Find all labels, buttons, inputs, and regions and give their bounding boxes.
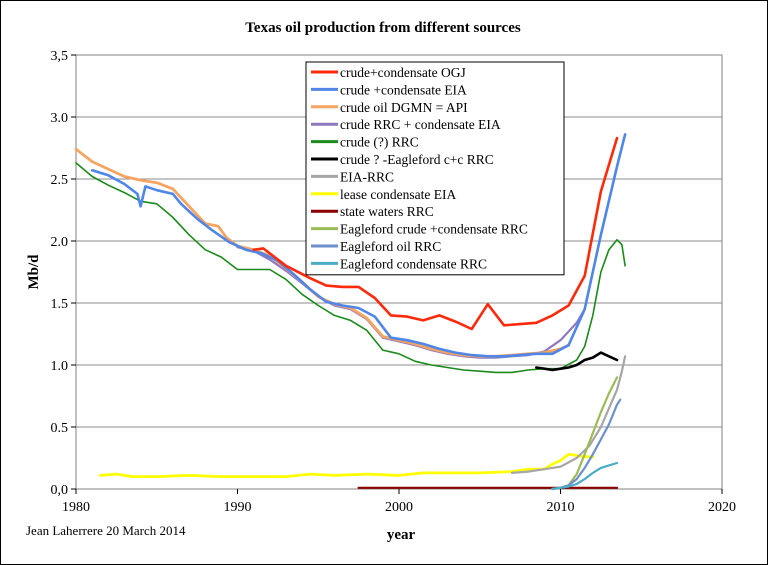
y-tick-label: 3,5: [51, 49, 69, 64]
series-line: [551, 461, 619, 491]
y-tick-label: 2.5: [51, 173, 69, 188]
y-axis-label: Mb/d: [26, 254, 42, 290]
y-tick-label: 2.0: [51, 235, 69, 250]
author-credit: Jean Laherrere 20 March 2014: [26, 523, 186, 538]
legend-label: EIA-RRC: [340, 169, 394, 184]
y-tick-label: 1.0: [51, 359, 69, 374]
legend-box: [305, 61, 565, 276]
series-line: [510, 355, 627, 474]
x-tick-label: 2010: [547, 500, 575, 515]
chart-title: Texas oil production from different sour…: [245, 20, 521, 36]
legend-label: crude +condensate EIA: [340, 82, 467, 97]
legend-label: crude RRC + condensate EIA: [340, 117, 501, 132]
series-line: [551, 398, 622, 491]
series-line: [252, 136, 619, 331]
x-tick-label: 1990: [224, 500, 252, 515]
legend-label: crude ? -Eagleford c+c RRC: [340, 152, 494, 167]
y-axis-ticks: 0,0 0.5 1.0 1.5 2.0 2.5 3.0 3,5: [51, 49, 76, 498]
legend-label: Eagleford oil RRC: [340, 239, 441, 254]
series-lines: [74, 133, 627, 491]
legend-label: crude+condensate OGJ: [340, 65, 466, 80]
x-axis-label: year: [387, 527, 416, 543]
y-tick-label: 3.0: [51, 111, 69, 126]
legend-label: state waters RRC: [340, 204, 434, 219]
y-tick-label: 0.5: [51, 421, 69, 436]
x-axis-ticks: 1980 1990 2000 2010 2020: [62, 489, 736, 515]
x-tick-label: 2020: [708, 500, 736, 515]
legend: crude+condensate OGJ crude +condensate EI…: [305, 61, 565, 276]
series-line: [535, 351, 619, 372]
series-line: [98, 452, 595, 478]
x-tick-label: 1980: [62, 500, 90, 515]
legend-label: lease condensate EIA: [340, 187, 456, 202]
series-line: [75, 162, 626, 374]
legend-label: Eagleford crude +condensate RRC: [340, 222, 528, 237]
y-tick-label: 1.5: [51, 297, 69, 312]
series-line: [90, 133, 627, 358]
legend-label: crude (?) RRC: [340, 135, 419, 150]
legend-label: crude oil DGMN = API: [340, 100, 468, 115]
legend-label: Eagleford condensate RRC: [340, 256, 487, 271]
y-tick-label: 0,0: [51, 483, 69, 498]
x-tick-label: 2000: [385, 500, 413, 515]
series-line: [551, 376, 619, 491]
